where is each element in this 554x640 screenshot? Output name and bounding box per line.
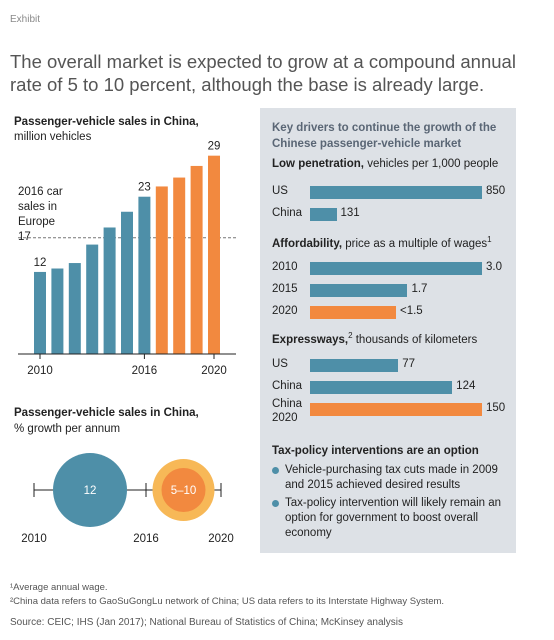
sec3-sup: 2 (348, 331, 353, 340)
chart1-subtitle: million vehicles (14, 131, 92, 143)
bar-2010 (310, 262, 482, 275)
chart2-title: Passenger-vehicle sales in China, (14, 407, 199, 419)
growth-bubble-inner-2016-2020 (161, 468, 206, 512)
row-label-2015: 2015 (272, 283, 298, 295)
sec2-rest: price as a multiple of wages (342, 237, 488, 250)
chart1-tick-label-2016: 2016 (132, 365, 158, 377)
europe-label-line1: 2016 car (18, 186, 63, 198)
sales-bar-2012 (68, 263, 81, 354)
value-2010: 3.0 (486, 261, 502, 273)
growth-bubble-2010-2016 (53, 453, 127, 527)
bar-us (310, 359, 399, 372)
section-tax-policy: Tax-policy interventions are an option (272, 445, 479, 457)
sec1-bold: Low penetration, (272, 158, 364, 170)
bar-2015 (310, 284, 408, 297)
row-label-2010: 2010 (272, 261, 298, 273)
key-drivers-panel: Key drivers to continue the growth of th… (260, 108, 516, 553)
bullet-item-2: Tax-policy intervention will likely rema… (272, 496, 502, 541)
bar-china-2020 (310, 403, 482, 416)
value-china: 131 (340, 207, 360, 219)
chart1-tick-label-2010: 2010 (27, 365, 53, 377)
footnote-2: ²China data refers to GaoSuGongLu networ… (10, 596, 445, 607)
section-expressways: Expressways,2 thousands of kilometers (272, 331, 477, 346)
exhibit-label: Exhibit (10, 14, 41, 25)
sales-bar-2020 (208, 155, 220, 354)
bullet-item-1: Vehicle-purchasing tax cuts made in 2009… (272, 463, 502, 493)
sec2-bold: Affordability, (272, 237, 343, 250)
chart2-tick-label-2010: 2010 (21, 533, 47, 545)
growth-label-2016-2020: 5–10 (171, 485, 197, 497)
bullet-dot-icon (272, 500, 279, 507)
section-affordability: Affordability, price as a multiple of wa… (272, 235, 492, 250)
europe-label-line2: sales in (18, 201, 57, 213)
chart1-tick-label-2020: 2020 (201, 365, 227, 377)
row-label-china-2020: China 2020 (272, 398, 303, 424)
value-2015: 1.7 (411, 283, 428, 295)
bullet-text-1: Vehicle-purchasing tax cuts made in 2009… (285, 464, 498, 491)
value-china: 124 (456, 380, 476, 392)
sales-bar-chart: 12 23 29 2010 2016 2020 (18, 141, 236, 377)
bar-china (310, 208, 337, 221)
sales-bar-2011 (51, 268, 64, 354)
bullet-text-2: Tax-policy intervention will likely rema… (285, 497, 502, 539)
value-us: 850 (486, 185, 506, 197)
row-label-china: China (272, 207, 303, 219)
source-note: Source: CEIC; IHS (Jan 2017); National B… (10, 617, 403, 628)
europe-value: 17 (18, 231, 31, 243)
sales-bar-2010 (34, 271, 46, 354)
value-china-2020: 150 (486, 402, 506, 414)
sales-bar-2018 (173, 177, 186, 354)
sec3-rest: thousands of kilometers (352, 333, 478, 346)
sales-bar-2013 (86, 244, 99, 354)
footnote-1: ¹Average annual wage. (10, 582, 108, 593)
bullet-dot-icon (272, 467, 279, 474)
value-us: 77 (402, 358, 416, 370)
sec1-rest: vehicles per 1,000 people (364, 158, 499, 170)
chart2-tick-label-2016: 2016 (133, 533, 159, 545)
bar-china (310, 381, 453, 394)
panel-title: Key drivers to continue the growth of th… (272, 122, 497, 150)
europe-label-line3: Europe (18, 216, 56, 228)
value-2020: <1.5 (400, 305, 423, 317)
row-label-2020: 2020 (272, 305, 298, 317)
sec3-bold: Expressways, (272, 333, 349, 346)
growth-bubble-chart: 2010 2016 2020 12 5–10 (21, 453, 234, 545)
chart2-tick-label-2020: 2020 (208, 533, 234, 545)
section-low-penetration: Low penetration, vehicles per 1,000 peop… (272, 158, 498, 170)
row-label-us: US (272, 185, 288, 197)
europe-annotation: 2016 car sales in Europe 17 (18, 185, 63, 245)
sales-bar-2019 (190, 165, 203, 354)
growth-label-2010-2016: 12 (84, 485, 97, 497)
chart2-subtitle: % growth per annum (14, 423, 121, 435)
chart1-title: Passenger-vehicle sales in China, (14, 116, 199, 128)
headline: The overall market is expected to grow a… (10, 51, 516, 95)
sec2-sup: 1 (487, 235, 492, 244)
bar-us (310, 186, 482, 199)
sales-data-label-2016: 23 (138, 182, 151, 194)
row-label-us: US (272, 358, 288, 370)
bar-2020 (310, 306, 396, 319)
row-label-china: China (272, 380, 303, 392)
sales-data-label-2020: 29 (208, 141, 221, 153)
sales-data-label-2010: 12 (34, 257, 47, 269)
sales-bar-2017 (155, 186, 168, 354)
sales-bar-2015 (121, 211, 133, 354)
sales-bar-2014 (103, 227, 116, 354)
sales-bar-2016 (138, 196, 151, 354)
